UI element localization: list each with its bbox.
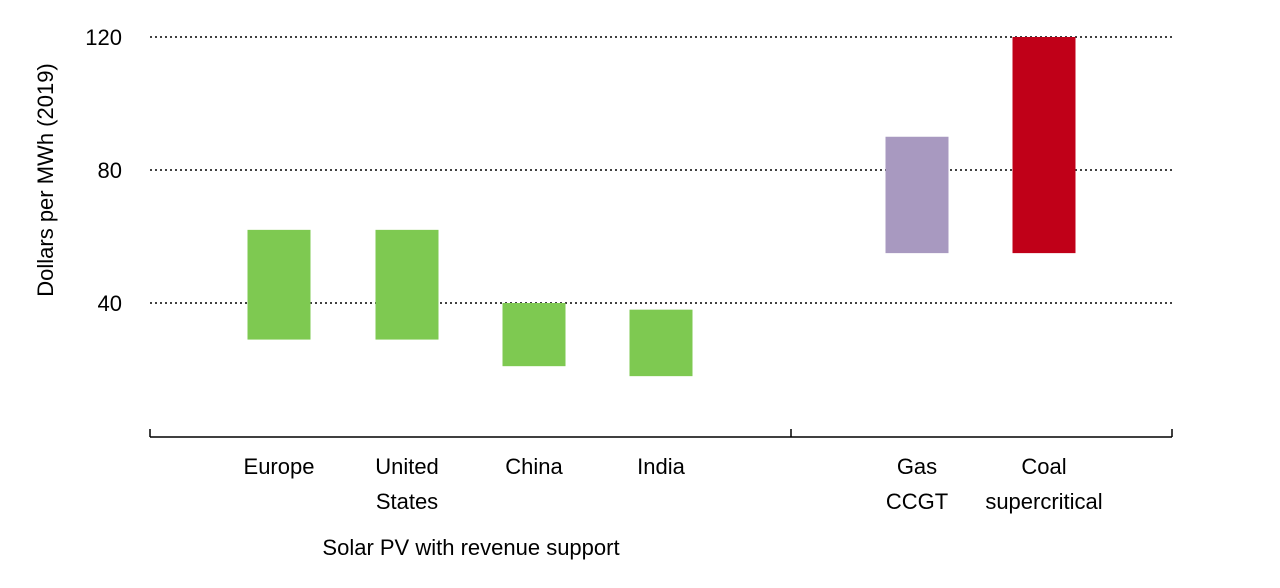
category-label-united-states: United States [375,454,439,514]
bars [247,37,1076,377]
category-label-europe: Europe [244,454,315,479]
y-tick-label-80: 80 [98,158,122,183]
y-axis-tick-labels: 40 80 120 [85,25,122,316]
category-label-india: India [637,454,685,479]
x-axis [149,429,1173,438]
category-label-china: China [505,454,563,479]
category-label-coal-supercritical: Coal supercritical [985,454,1102,514]
bar-coal-supercritical [1012,37,1076,254]
gridlines [150,36,1172,304]
bar-india [629,309,693,377]
x-axis-category-labels: Europe United States China India Solar PV wit… [244,454,1103,560]
bar-gas-ccgt [885,136,949,254]
group-label: Solar PV with revenue support [322,535,619,560]
y-axis-title: Dollars per MWh (2019) [33,63,58,297]
y-tick-label-120: 120 [85,25,122,50]
bar-europe [247,229,311,340]
bar-united-states [375,229,439,340]
category-label-gas-ccgt: Gas CCGT [886,454,948,514]
bar-china [502,303,566,367]
y-tick-label-40: 40 [98,291,122,316]
